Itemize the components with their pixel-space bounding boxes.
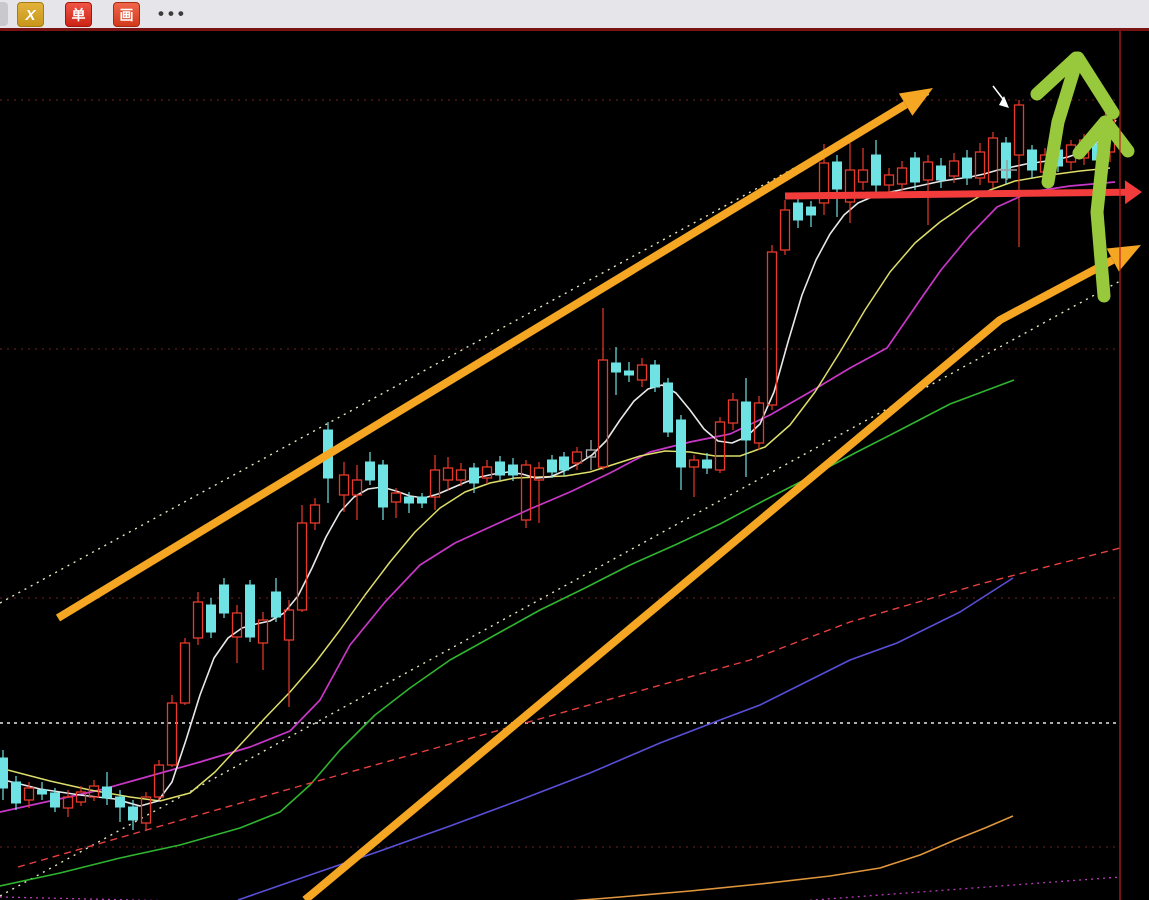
grid-icon[interactable]	[1072, 33, 1096, 55]
chart-tools	[1014, 33, 1125, 55]
current-price-label: 406.918↑	[1, 56, 75, 76]
close-button[interactable]: X	[17, 2, 44, 27]
quote-row-separator	[1122, 254, 1149, 255]
quote-row-label: 最	[1126, 160, 1146, 181]
quote-row-label: 开	[1126, 228, 1146, 249]
quote-row-label: 幅	[1126, 199, 1146, 220]
partial-toolbar-icon[interactable]	[0, 2, 8, 26]
quote-row-label: 最	[1126, 272, 1146, 293]
visibility-off-icon[interactable]	[1014, 33, 1038, 55]
quote-panel: 卖买最幅开最北19	[1121, 31, 1149, 900]
annotation-price-label: 549.561	[920, 78, 982, 95]
quote-row-separator	[1122, 155, 1149, 156]
current-price-value: 406.918	[1, 56, 66, 75]
pencil-icon[interactable]	[1043, 33, 1067, 55]
toolbar-divider	[0, 28, 1149, 31]
split-view-icon[interactable]	[1101, 33, 1125, 55]
quote-row-label: 卖	[1126, 86, 1146, 107]
order-button[interactable]: 单	[65, 2, 92, 27]
quote-row-label: 19	[1135, 320, 1149, 341]
quote-row-label: 买	[1126, 125, 1146, 146]
quote-row-separator	[1122, 114, 1149, 115]
top-toolbar: X 单 画 •••	[0, 0, 1149, 28]
quote-row-label: 北	[1126, 295, 1146, 316]
draw-button[interactable]: 画	[113, 2, 140, 27]
more-menu-button[interactable]: •••	[158, 4, 188, 23]
quote-row-separator	[1122, 77, 1149, 82]
price-up-arrow: ↑	[65, 56, 75, 75]
